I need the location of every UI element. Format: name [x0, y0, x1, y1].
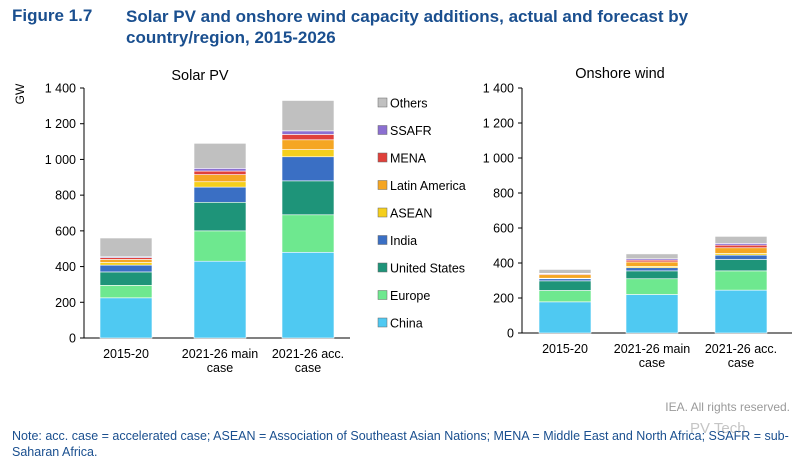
y-tick-label: 1 200 [483, 117, 514, 131]
bar-segment-china [625, 294, 679, 334]
bar-segment-ssafr [281, 130, 335, 135]
legend-swatch-latin-america [377, 180, 388, 190]
bar-segment-others [538, 269, 592, 274]
bar-segment-europe [281, 214, 335, 253]
y-tick-label: 200 [55, 296, 76, 310]
bar-segment-europe [625, 278, 679, 295]
legend-label-others: Others [390, 97, 428, 111]
legend-swatch-europe [377, 290, 388, 300]
legend-label-asean: ASEAN [390, 207, 432, 221]
bar-segment-united-states [193, 201, 247, 232]
bar-segment-others [625, 253, 679, 260]
y-axis-label: GW [13, 83, 27, 104]
bar-segment-latin-america [714, 247, 768, 254]
bar-segment-europe [99, 285, 153, 299]
rights-notice: IEA. All rights reserved. [665, 400, 790, 414]
x-tick-label: 2021-26 acc. [705, 342, 777, 356]
chart-title: Onshore wind [575, 66, 664, 82]
y-tick-label: 800 [55, 189, 76, 203]
bar-segment-latin-america [281, 139, 335, 150]
bar-segment-latin-america [193, 174, 247, 183]
legend-label-ssafr: SSAFR [390, 124, 432, 138]
y-tick-label: 600 [55, 224, 76, 238]
x-tick-label: case [639, 356, 665, 370]
bar-segment-united-states [714, 259, 768, 272]
y-tick-label: 400 [55, 260, 76, 274]
bar-segment-asean [99, 262, 153, 266]
bar-segment-india [193, 186, 247, 203]
y-tick-label: 600 [493, 222, 514, 236]
legend-label-united-states: United States [390, 262, 465, 276]
legend-label-mena: MENA [390, 152, 427, 166]
bar-segment-europe [538, 290, 592, 303]
x-tick-label: 2015-20 [542, 342, 588, 356]
x-tick-label: case [295, 361, 321, 375]
x-tick-label: 2021-26 main [614, 342, 690, 356]
y-tick-label: 1 400 [483, 82, 514, 96]
bar-segment-mena [193, 170, 247, 175]
bar-segment-latin-america [99, 259, 153, 263]
bar-segment-china [538, 301, 592, 334]
legend-swatch-united-states [377, 262, 388, 273]
y-tick-label: 0 [69, 332, 76, 346]
onshore-wind-chart: Onshore wind 0 200 400 600 800 1 000 1 200 1 400… [483, 66, 792, 370]
bar-segment-united-states [281, 180, 335, 216]
bar-segment-others [193, 143, 247, 169]
bar-segment-united-states [99, 271, 153, 286]
bar-segment-ssafr [193, 168, 247, 172]
bar-segment-others [714, 236, 768, 244]
bar-segment-asean [281, 149, 335, 158]
y-tick-label: 0 [507, 327, 514, 341]
solar-pv-chart: Solar PV GW 0 200 400 600 800 1 000 1 200 1 400 20… [13, 68, 466, 375]
bar-segment-india [99, 264, 153, 273]
y-tick-label: 200 [493, 292, 514, 306]
legend-label-china: China [390, 317, 423, 331]
chart-title: Solar PV [171, 68, 229, 84]
bar-segment-europe [193, 230, 247, 262]
bar-segment-others [281, 100, 335, 132]
bar-segment-latin-america [625, 261, 679, 267]
legend-swatch-china [377, 317, 388, 328]
bar-segment-china [193, 260, 247, 339]
x-tick-label: 2021-26 acc. [272, 347, 344, 361]
bar-segment-united-states [625, 270, 679, 280]
legend-swatch-asean [377, 207, 388, 218]
x-tick-label: case [728, 356, 754, 370]
bar-segment-others [99, 237, 153, 258]
bar-segment-mena [714, 244, 768, 249]
bar-segment-india [625, 267, 679, 272]
figure-label: Figure 1.7 [12, 6, 93, 25]
legend-swatch-others [377, 97, 388, 108]
bar-segment-mena [281, 134, 335, 141]
bar-segment-latin-america [538, 274, 592, 279]
bar-segment-europe [714, 270, 768, 291]
y-tick-label: 1 400 [45, 82, 76, 96]
bar-segment-india [714, 254, 768, 260]
legend-label-india: India [390, 234, 417, 248]
bar-segment-india [538, 278, 592, 282]
y-tick-label: 800 [493, 187, 514, 201]
bar-segment-united-states [538, 280, 592, 291]
footnote: Note: acc. case = accelerated case; ASEA… [12, 429, 789, 459]
y-tick-label: 400 [493, 257, 514, 271]
y-tick-label: 1 200 [45, 117, 76, 131]
legend-label-europe: Europe [390, 289, 430, 303]
legend-swatch-ssafr [377, 125, 388, 135]
x-tick-label: 2021-26 main [182, 347, 258, 361]
bar-segment-asean [193, 181, 247, 188]
x-tick-label: 2015-20 [103, 347, 149, 361]
figure-title: Solar PV and onshore wind capacity addit… [126, 7, 689, 47]
y-tick-label: 1 000 [45, 153, 76, 167]
watermark-text: PV Tech [690, 420, 746, 437]
legend-label-latin-america: Latin America [390, 179, 466, 193]
bar-segment-india [281, 156, 335, 182]
bar-segment-china [281, 251, 335, 339]
legend-swatch-mena [377, 152, 388, 163]
bar-segment-china [99, 297, 153, 339]
y-tick-label: 1 000 [483, 152, 514, 166]
x-tick-label: case [207, 361, 233, 375]
bar-segment-china [714, 289, 768, 334]
legend-swatch-india [377, 235, 388, 245]
